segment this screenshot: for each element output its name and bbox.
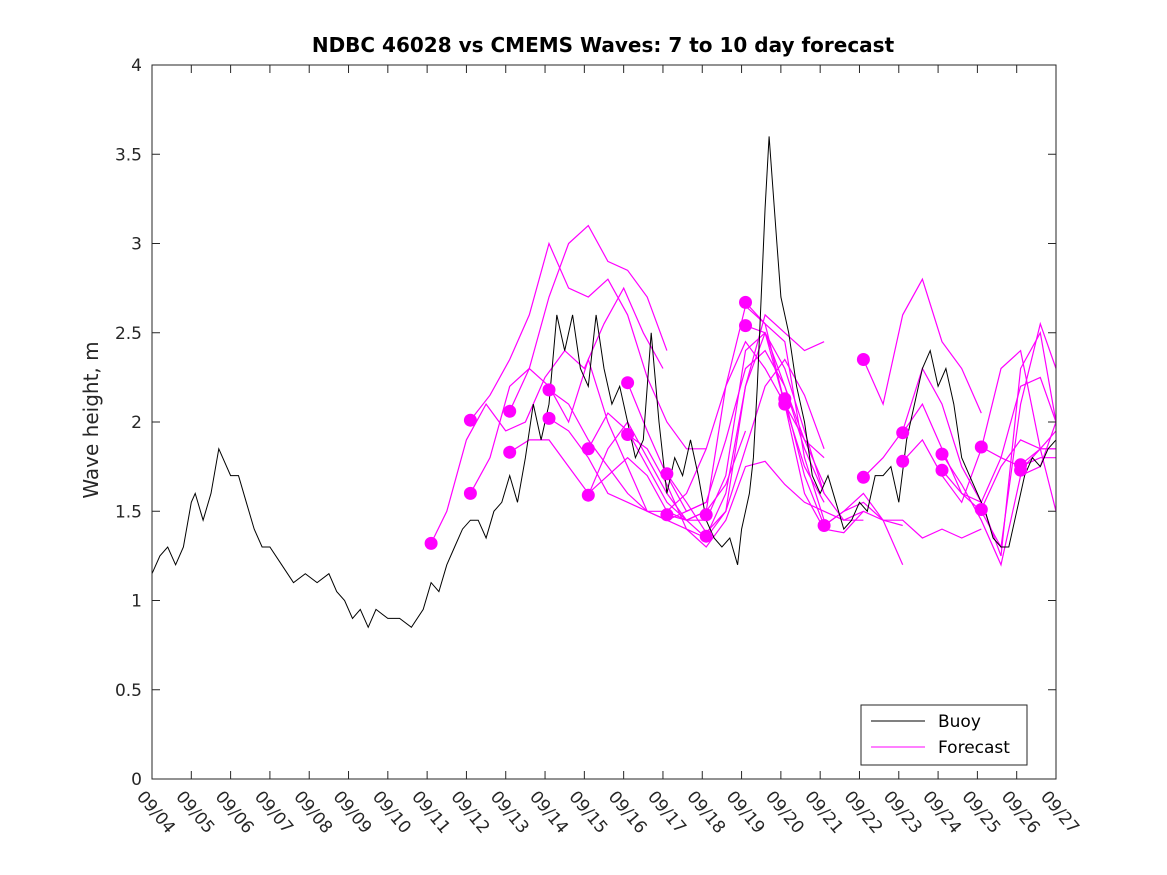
forecast-start-marker	[424, 536, 438, 550]
x-tick-label: 09/09	[329, 787, 376, 837]
x-tick-label: 09/25	[958, 787, 1005, 837]
forecast-start-marker	[503, 445, 517, 459]
y-tick-label: 3.5	[115, 145, 142, 165]
legend-label-forecast: Forecast	[938, 738, 1010, 758]
y-tick-label: 0	[131, 770, 142, 790]
forecast-start-marker	[935, 447, 949, 461]
forecast-start-marker	[660, 508, 674, 522]
forecast-start-marker	[974, 503, 988, 516]
x-tick-label: 09/08	[289, 787, 336, 837]
x-tick-label: 09/16	[604, 787, 651, 837]
forecast-line-11	[627, 434, 864, 548]
plot-frame	[151, 64, 1057, 780]
y-tick-label: 1	[131, 592, 142, 612]
series-layer	[151, 136, 1057, 629]
x-tick-label: 09/24	[918, 787, 965, 837]
x-tick-label: 09/17	[643, 787, 690, 837]
buoy-line	[151, 136, 1057, 629]
forecast-start-marker	[739, 295, 752, 309]
y-axis-label: Wave height, m	[79, 341, 103, 498]
legend-label-buoy: Buoy	[938, 712, 981, 732]
forecast-start-marker	[542, 383, 556, 397]
forecast-start-marker	[581, 488, 595, 502]
forecast-start-marker	[974, 440, 988, 454]
x-tick-label: 09/27	[1036, 787, 1083, 837]
forecast-start-marker	[739, 319, 752, 333]
forecast-line-7	[548, 340, 825, 512]
y-tick-label: 0.5	[115, 681, 142, 701]
x-tick-label: 09/22	[840, 787, 887, 837]
forecast-start-marker	[896, 454, 910, 468]
x-tick-label: 09/12	[447, 787, 494, 837]
y-tick-label: 2.5	[115, 324, 142, 344]
forecast-start-marker	[699, 508, 713, 522]
x-tick-label: 09/20	[761, 787, 808, 837]
forecast-start-marker	[778, 397, 792, 411]
forecast-start-marker	[896, 426, 910, 440]
x-tick-label: 09/21	[800, 787, 847, 837]
x-tick-label: 09/14	[525, 787, 572, 837]
legend-box	[860, 704, 1028, 766]
x-tick-label: 09/19	[722, 787, 769, 837]
x-tick-label: 09/07	[250, 787, 297, 837]
forecast-line-1	[430, 286, 664, 544]
forecast-line-5	[509, 430, 747, 521]
forecast-start-marker	[503, 404, 517, 418]
x-tick-label: 09/05	[171, 787, 218, 837]
forecast-start-marker	[660, 467, 674, 481]
forecast-line-4	[509, 357, 707, 539]
x-tick-label: 09/15	[565, 787, 612, 837]
forecast-line-19	[862, 277, 982, 414]
forecast-start-marker	[856, 353, 870, 366]
x-tick-label: 09/26	[997, 787, 1044, 837]
y-tick-label: 3	[131, 235, 142, 255]
forecast-line-18	[823, 492, 982, 539]
x-tick-label: 09/18	[682, 787, 729, 837]
x-tick-label: 09/04	[132, 787, 179, 837]
forecast-start-marker	[935, 463, 949, 477]
forecast-start-marker	[621, 428, 635, 441]
forecast-start-marker	[1014, 463, 1028, 477]
chart-title: NDBC 46028 vs CMEMS Waves: 7 to 10 day f…	[312, 33, 895, 57]
forecast-line-28	[1020, 430, 1057, 471]
forecast-line-20	[862, 331, 1057, 557]
x-tick-label: 09/10	[368, 787, 415, 837]
x-tick-label: 09/23	[879, 787, 926, 837]
forecast-line-15	[745, 301, 825, 521]
forecast-line-12	[666, 313, 825, 534]
forecast-start-marker	[699, 529, 713, 543]
y-tick-label: 4	[131, 56, 142, 76]
y-tick-label: 2	[131, 413, 142, 433]
forecast-line-2	[469, 224, 668, 494]
forecast-start-marker	[542, 411, 556, 425]
forecast-start-marker	[463, 413, 477, 427]
y-tick-label: 1.5	[115, 502, 142, 522]
x-tick-label: 09/13	[486, 787, 533, 837]
forecast-start-marker	[621, 376, 635, 390]
forecast-start-marker	[463, 486, 477, 500]
x-tick-label: 09/06	[211, 787, 258, 837]
forecast-start-marker	[817, 519, 831, 532]
x-tick-label: 09/11	[407, 787, 454, 837]
legend: Buoy Forecast	[860, 704, 1028, 766]
forecast-line-13	[666, 304, 825, 521]
forecast-start-marker	[856, 470, 870, 484]
forecast-start-marker	[581, 442, 595, 456]
forecast-line-3	[469, 241, 707, 450]
